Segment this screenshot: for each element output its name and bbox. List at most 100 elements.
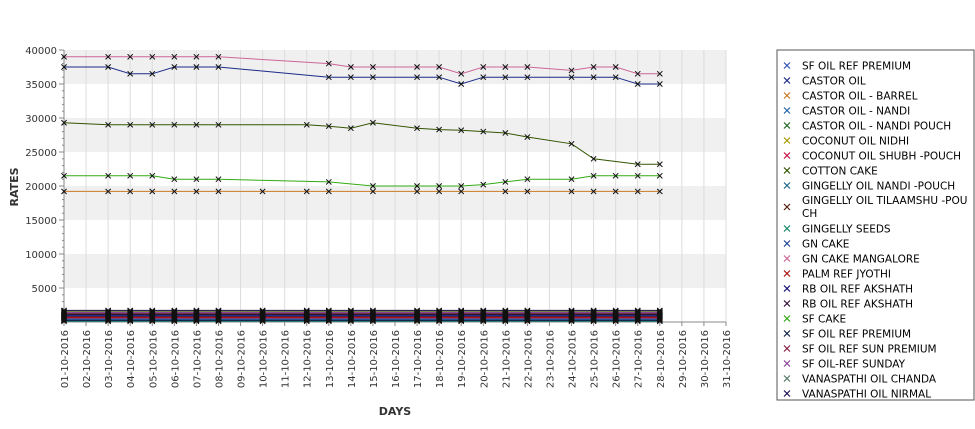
data-point-marker <box>568 176 575 183</box>
data-point-marker <box>524 307 531 314</box>
x-tick-label: 15-10-2016 <box>369 330 380 388</box>
data-point-marker <box>61 307 67 314</box>
data-point-marker <box>414 188 421 195</box>
data-point-marker <box>369 74 376 81</box>
data-point-marker <box>347 74 354 81</box>
x-axis-title: DAYS <box>379 405 412 418</box>
series-markers <box>61 53 663 325</box>
x-tick-label: 31-10-2016 <box>722 330 733 388</box>
data-point-marker <box>149 309 156 316</box>
data-point-marker <box>105 188 112 195</box>
data-point-marker <box>436 317 443 324</box>
data-point-marker <box>458 81 465 87</box>
legend-item: COTTON CAKE <box>783 166 878 178</box>
data-point-marker <box>259 317 266 324</box>
data-point-marker <box>590 309 597 316</box>
data-point-marker <box>524 64 531 70</box>
data-point-marker <box>590 64 597 70</box>
y-tick-label: 25000 <box>25 148 57 159</box>
data-point-marker <box>171 317 178 324</box>
data-point-marker <box>502 64 509 70</box>
data-point-marker <box>193 53 200 60</box>
y-axis-title: RATES <box>8 167 21 206</box>
data-point-marker <box>347 307 354 314</box>
data-point-marker <box>105 64 112 70</box>
data-point-marker <box>347 125 354 132</box>
legend-label: SF OIL REF PREMIUM <box>802 61 911 73</box>
data-point-marker <box>634 309 641 316</box>
legend-label: SF OIL-REF SUNDAY <box>802 359 906 371</box>
data-point-marker <box>568 67 575 74</box>
data-point-marker <box>524 134 531 140</box>
data-point-marker <box>193 176 200 183</box>
legend-label: SF OIL REF SUN PREMIUM <box>802 344 937 356</box>
y-tick-label: 15000 <box>25 216 57 227</box>
data-point-marker <box>480 309 487 316</box>
data-point-marker <box>502 307 509 314</box>
data-point-marker <box>524 176 531 183</box>
data-point-marker <box>149 307 156 314</box>
data-point-marker <box>105 309 112 316</box>
data-point-marker <box>656 317 663 324</box>
data-point-marker <box>502 178 509 185</box>
data-point-marker <box>105 317 112 324</box>
data-point-marker <box>502 317 509 324</box>
data-point-marker <box>215 188 222 195</box>
x-tick-label: 14-10-2016 <box>347 330 358 388</box>
data-point-marker <box>127 317 134 324</box>
legend-item: SF OIL REF PREMIUM <box>783 329 911 341</box>
x-tick-label: 27-10-2016 <box>634 330 645 388</box>
data-point-marker <box>303 307 310 314</box>
data-point-marker <box>656 309 663 316</box>
data-point-marker <box>325 309 332 316</box>
data-point-marker <box>568 309 575 316</box>
data-point-marker <box>171 176 178 183</box>
data-point-marker <box>458 188 465 195</box>
data-point-marker <box>369 307 376 314</box>
data-point-marker <box>458 317 465 324</box>
legend-item: CASTOR OIL <box>783 76 866 88</box>
y-tick-label: 35000 <box>25 80 57 91</box>
data-point-marker <box>105 172 112 179</box>
data-point-marker <box>303 309 310 316</box>
y-tick-label: 40000 <box>25 46 57 57</box>
data-point-marker <box>634 161 641 168</box>
data-point-marker <box>171 307 178 314</box>
data-point-marker <box>524 188 531 195</box>
data-point-marker <box>480 181 487 188</box>
y-tick-label: 20000 <box>25 182 57 193</box>
data-point-marker <box>193 307 200 314</box>
data-point-marker <box>149 188 156 195</box>
data-point-marker <box>612 309 619 316</box>
data-point-marker <box>502 130 509 136</box>
data-point-marker <box>436 183 443 189</box>
legend-label: VANASPATHI OIL NIRMAL <box>802 389 931 401</box>
data-point-marker <box>634 172 641 179</box>
legend-item: GINGELLY OIL NANDI -POUCH <box>783 181 955 193</box>
x-tick-label: 09-10-2016 <box>237 330 248 388</box>
legend-item: SF OIL REF SUN PREMIUM <box>783 344 937 356</box>
data-point-marker <box>414 183 421 189</box>
data-point-marker <box>612 74 619 81</box>
data-point-marker <box>634 307 641 314</box>
data-point-marker <box>61 317 67 324</box>
data-point-marker <box>634 188 641 195</box>
x-tick-label: 25-10-2016 <box>590 330 601 388</box>
legend-box <box>776 49 975 401</box>
data-point-marker <box>590 172 597 179</box>
data-point-marker <box>325 123 332 130</box>
data-point-marker <box>215 53 222 60</box>
legend-item: VANASPATHI OIL NIRMAL <box>783 389 931 401</box>
data-point-marker <box>193 309 200 316</box>
legend-item: SF OIL-REF SUNDAY <box>783 359 906 371</box>
y-axis-ticks: 5000 10000 15000 20000 25000 30000 35000 40000 <box>25 46 64 316</box>
data-point-marker <box>656 188 663 195</box>
data-point-marker <box>127 53 134 60</box>
data-point-marker <box>634 70 641 77</box>
data-point-marker <box>259 307 266 314</box>
data-point-marker <box>634 317 641 324</box>
legend-label: COCONUT OIL SHUBH -POUCH <box>802 151 961 163</box>
data-point-marker <box>171 53 178 60</box>
data-point-marker <box>171 188 178 195</box>
